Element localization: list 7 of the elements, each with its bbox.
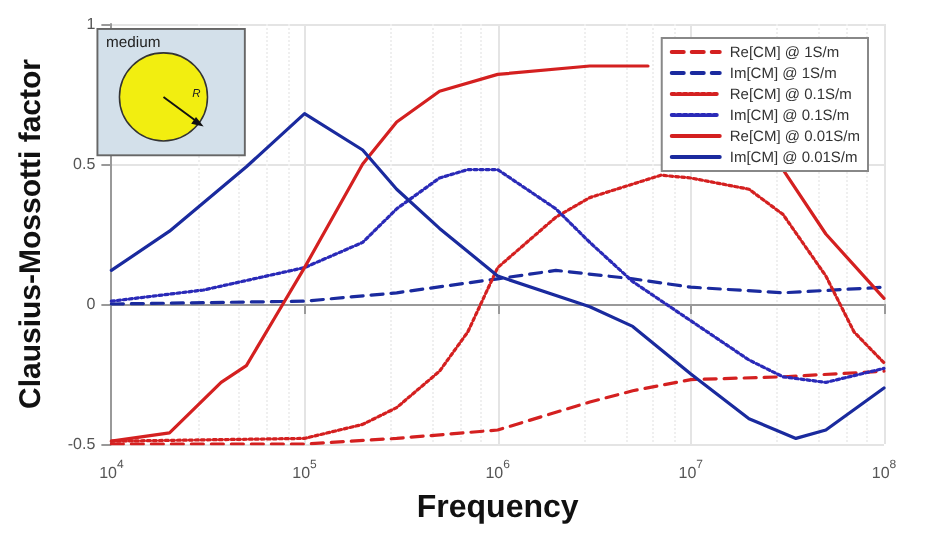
y-tick-label: 0.5 <box>73 155 97 173</box>
annotation: medium <box>106 33 161 52</box>
y-tick-label: 0 <box>86 295 97 313</box>
y-axis-title: Clausius-Mossotti factor <box>14 58 48 410</box>
y-tick-label: 1 <box>86 15 97 33</box>
x-axis-title: Frequency <box>416 491 579 525</box>
y-tick-label: -0.5 <box>67 435 97 453</box>
